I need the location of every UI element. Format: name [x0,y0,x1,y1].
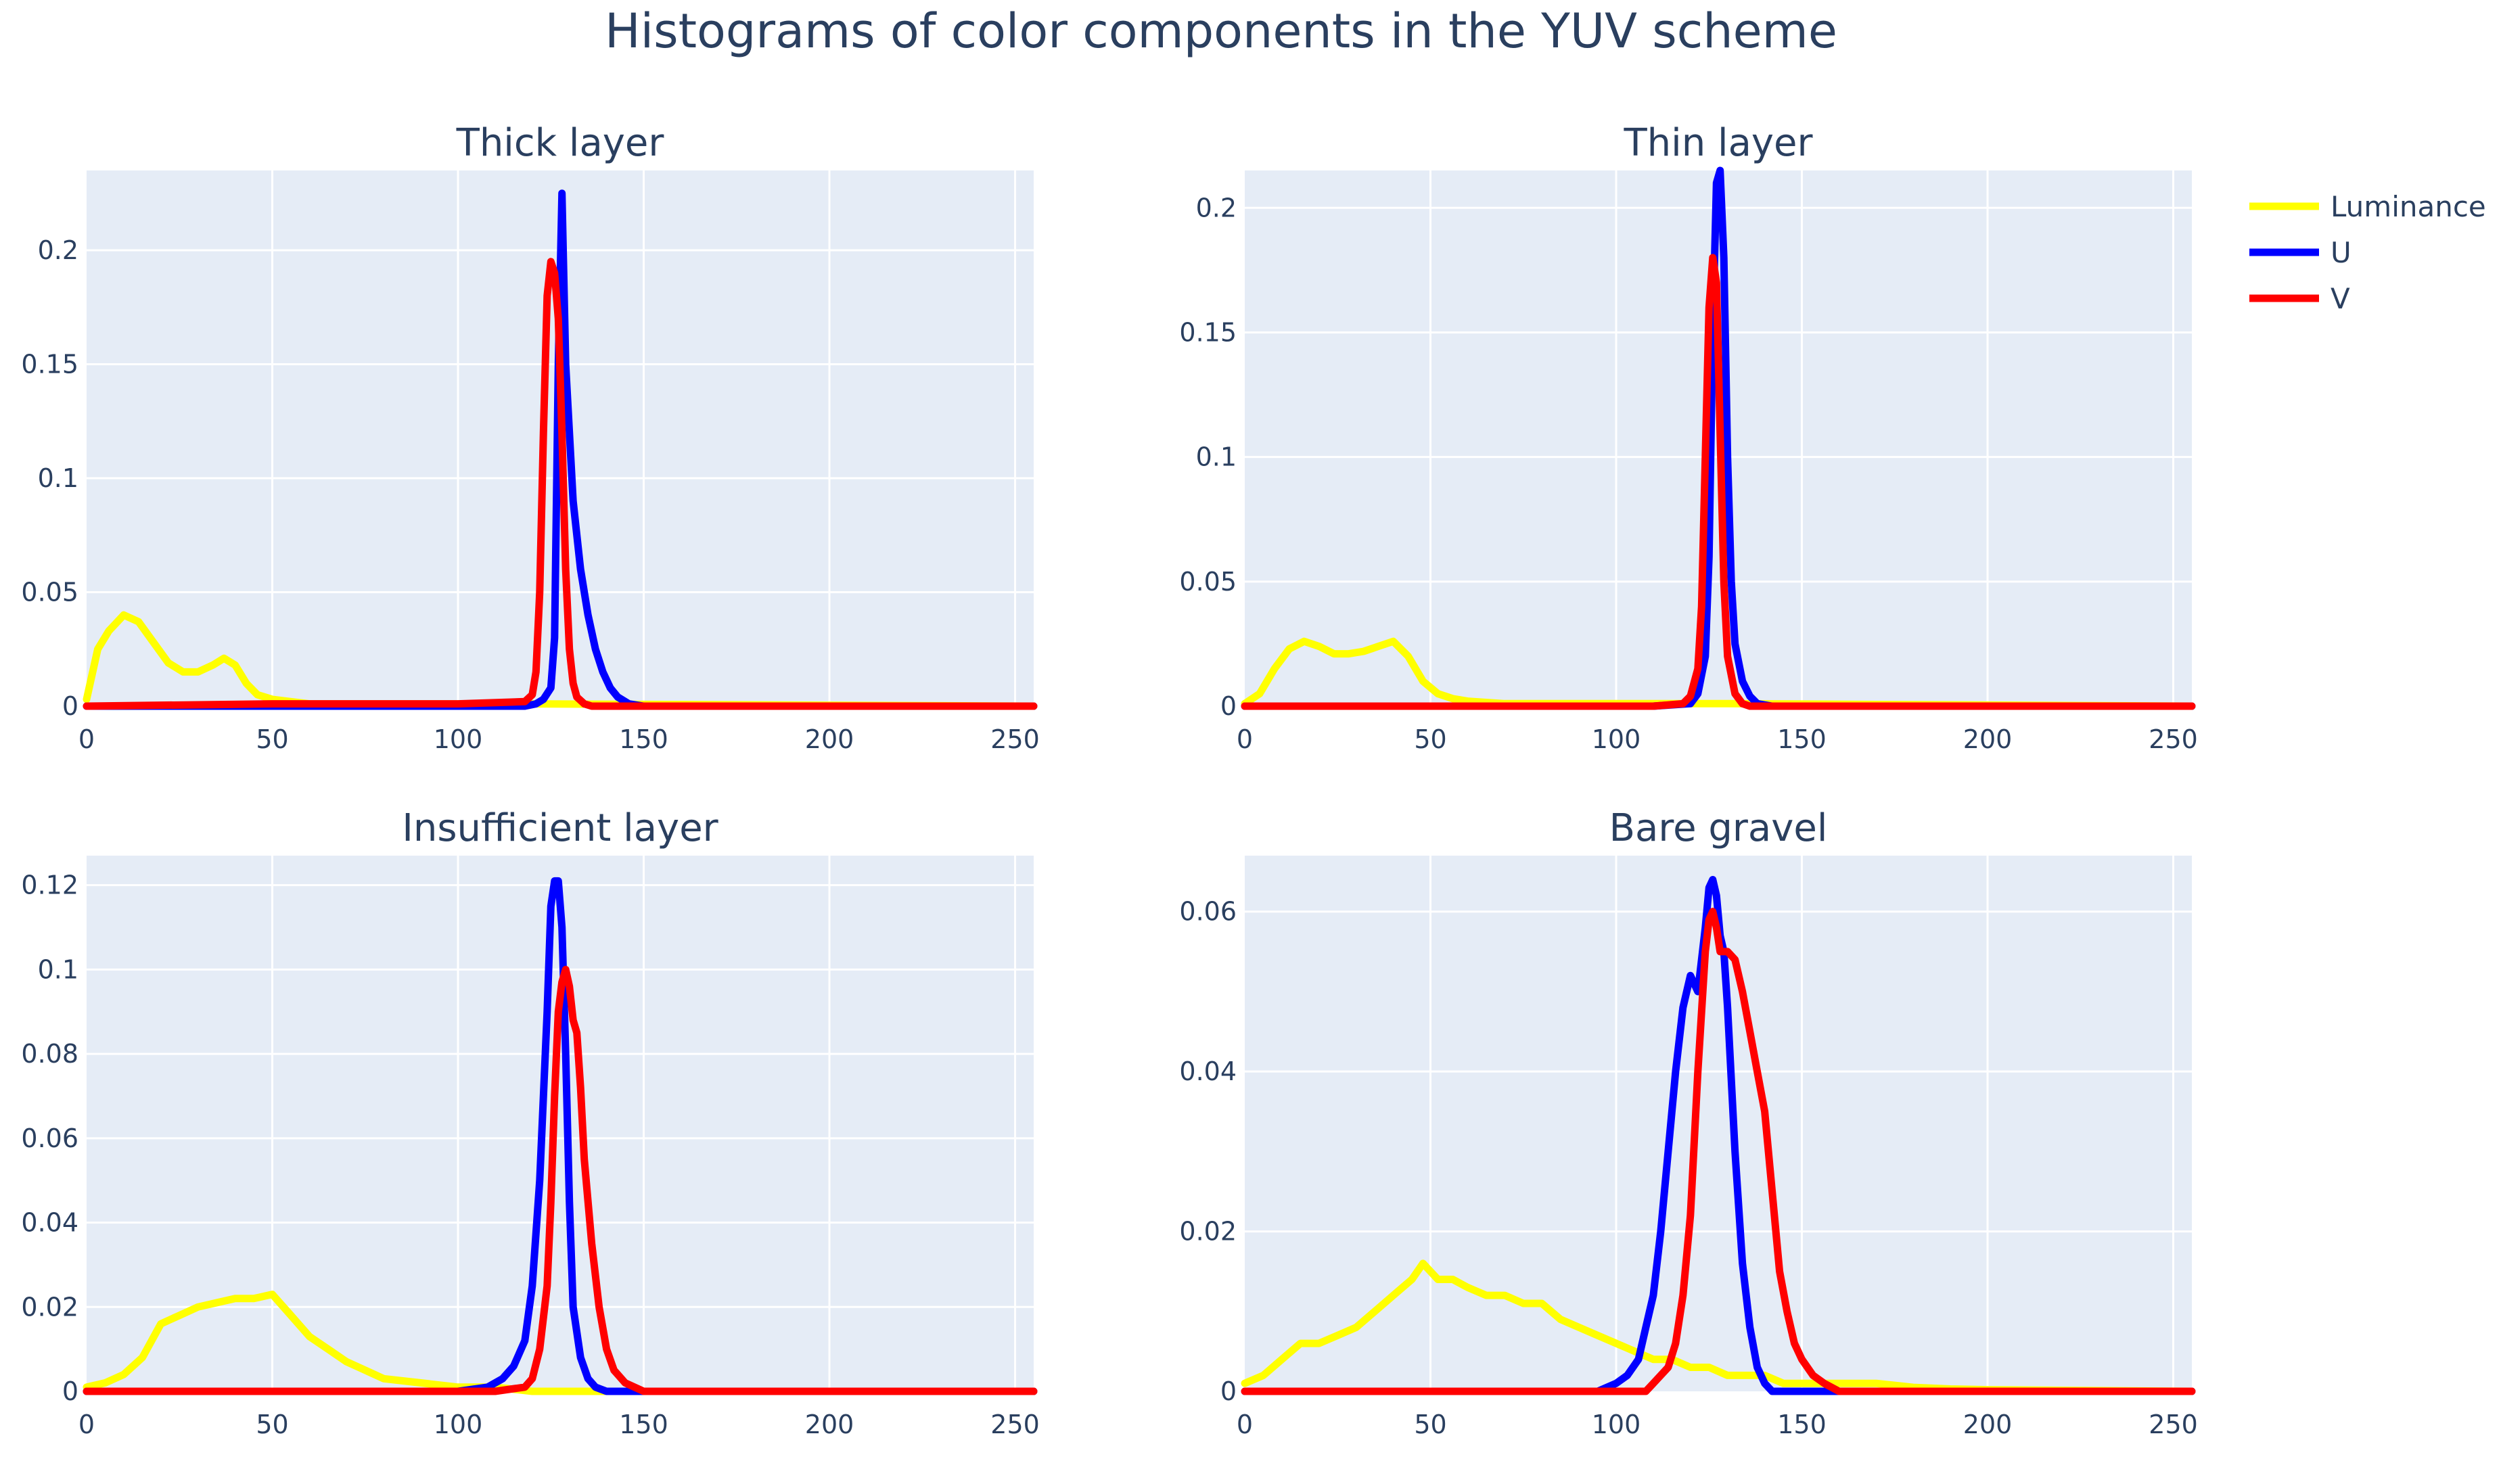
legend-item-v[interactable]: V [2249,282,2350,315]
x-tick-label: 250 [2149,1410,2198,1439]
series-line-v [83,258,1038,710]
y-tick-label: 0.1 [38,954,78,984]
x-tick-label: 100 [1592,724,1641,754]
x-tick-label: 50 [256,1410,288,1439]
y-tick-label: 0.1 [38,463,78,493]
y-tick-label: 0.04 [21,1208,78,1238]
legend: Luminance UV [2249,190,2486,315]
x-tick-label: 50 [256,724,288,754]
x-tick-label: 150 [619,1410,668,1439]
x-tick-label: 200 [1963,1410,2013,1439]
series-line-u [83,877,1038,1395]
x-tick-label: 250 [2149,724,2198,754]
series-line-u [1241,166,2196,710]
subplot-thick-layer: 0 50 100 150 200 250 0 0.05 0.1 0.15 0.2 Thick laye… [21,121,1039,754]
subplot-title: Insufficient layer [402,806,718,850]
x-tick-label: 250 [990,724,1040,754]
y-tick-label: 0.05 [1179,567,1237,597]
x-tick-label: 200 [1963,724,2013,754]
y-tick-label: 0.15 [21,349,78,379]
x-tick-label: 0 [78,724,95,754]
x-tick-label: 150 [1777,724,1827,754]
y-tick-label: 0.08 [21,1039,78,1069]
x-tick-label: 250 [990,1410,1040,1439]
x-tick-label: 200 [805,724,854,754]
charts: 0 50 100 150 200 250 0 0.05 0.1 0.15 0.2 Thick laye… [21,121,2197,1439]
x-tick-label: 100 [434,724,483,754]
x-tick-label: 150 [619,724,668,754]
x-tick-label: 50 [1414,1410,1446,1439]
series-line-v [1241,908,2196,1395]
y-tick-label: 0.1 [1196,442,1237,472]
y-tick-label: 0.02 [1179,1217,1237,1247]
y-tick-label: 0.04 [1179,1057,1237,1086]
x-tick-label: 150 [1777,1410,1827,1439]
x-tick-label: 100 [434,1410,483,1439]
x-tick-label: 0 [1237,724,1253,754]
y-tick-label: 0 [1220,1376,1237,1406]
x-tick-label: 50 [1414,724,1446,754]
y-tick-label: 0.06 [1179,897,1237,927]
y-tick-label: 0.02 [21,1292,78,1322]
y-tick-label: 0.06 [21,1123,78,1153]
subplot-title: Thin layer [1623,121,1813,165]
legend-label: V [2331,282,2350,315]
y-tick-label: 0.2 [38,235,78,265]
x-tick-label: 200 [805,1410,854,1439]
y-tick-label: 0.12 [21,871,78,900]
series-line-luminance [1241,1259,2196,1395]
subplot-bare-gravel: 0 50 100 150 200 250 0 0.02 0.04 0.06 Bare gravel [1179,806,2197,1439]
y-tick-label: 0.05 [21,577,78,607]
legend-item-luminance[interactable]: Luminance [2249,190,2486,223]
x-tick-label: 100 [1592,1410,1641,1439]
legend-label: U [2331,236,2351,269]
x-tick-label: 0 [78,1410,95,1439]
y-tick-label: 0 [62,1376,78,1406]
subplot-thin-layer: 0 50 100 150 200 250 0 0.05 0.1 0.15 0.2 Thin layer [1179,121,2197,754]
subplot-title: Bare gravel [1609,806,1828,850]
legend-label: Luminance [2331,190,2486,223]
x-tick-label: 0 [1237,1410,1253,1439]
y-tick-label: 0 [62,691,78,721]
figure-title: Histograms of color components in the YU… [605,3,1837,59]
subplot-title: Thick layer [456,121,665,165]
subplot-insufficient-layer: 0 50 100 150 200 250 0 0.02 0.04 0.06 0.08 0.1 0.12 I… [21,806,1039,1439]
series-line-u [83,189,1038,710]
y-tick-label: 0.2 [1196,193,1237,223]
y-tick-label: 0.15 [1179,317,1237,347]
series-line-v [1241,254,2196,710]
series-line-v [83,965,1038,1395]
legend-item-u[interactable]: U [2249,236,2351,269]
y-tick-label: 0 [1220,691,1237,721]
series-line-u [1241,876,2196,1395]
